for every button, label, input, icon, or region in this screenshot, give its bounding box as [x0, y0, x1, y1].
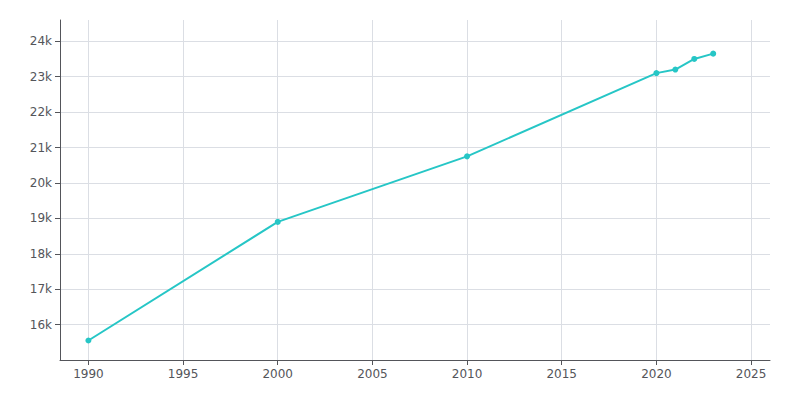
svg-text:22k: 22k: [30, 105, 52, 119]
svg-text:2025: 2025: [736, 367, 767, 381]
svg-text:2015: 2015: [546, 367, 577, 381]
svg-text:2020: 2020: [641, 367, 672, 381]
svg-text:23k: 23k: [30, 70, 52, 84]
svg-text:1995: 1995: [168, 367, 199, 381]
svg-text:1990: 1990: [73, 367, 104, 381]
svg-text:2000: 2000: [262, 367, 293, 381]
svg-text:16k: 16k: [30, 318, 52, 332]
svg-text:2010: 2010: [452, 367, 483, 381]
svg-text:20k: 20k: [30, 176, 52, 190]
svg-text:24k: 24k: [30, 34, 52, 48]
svg-text:18k: 18k: [30, 247, 52, 261]
svg-text:21k: 21k: [30, 141, 52, 155]
svg-text:17k: 17k: [30, 282, 52, 296]
svg-text:2005: 2005: [357, 367, 388, 381]
svg-text:19k: 19k: [30, 211, 52, 225]
